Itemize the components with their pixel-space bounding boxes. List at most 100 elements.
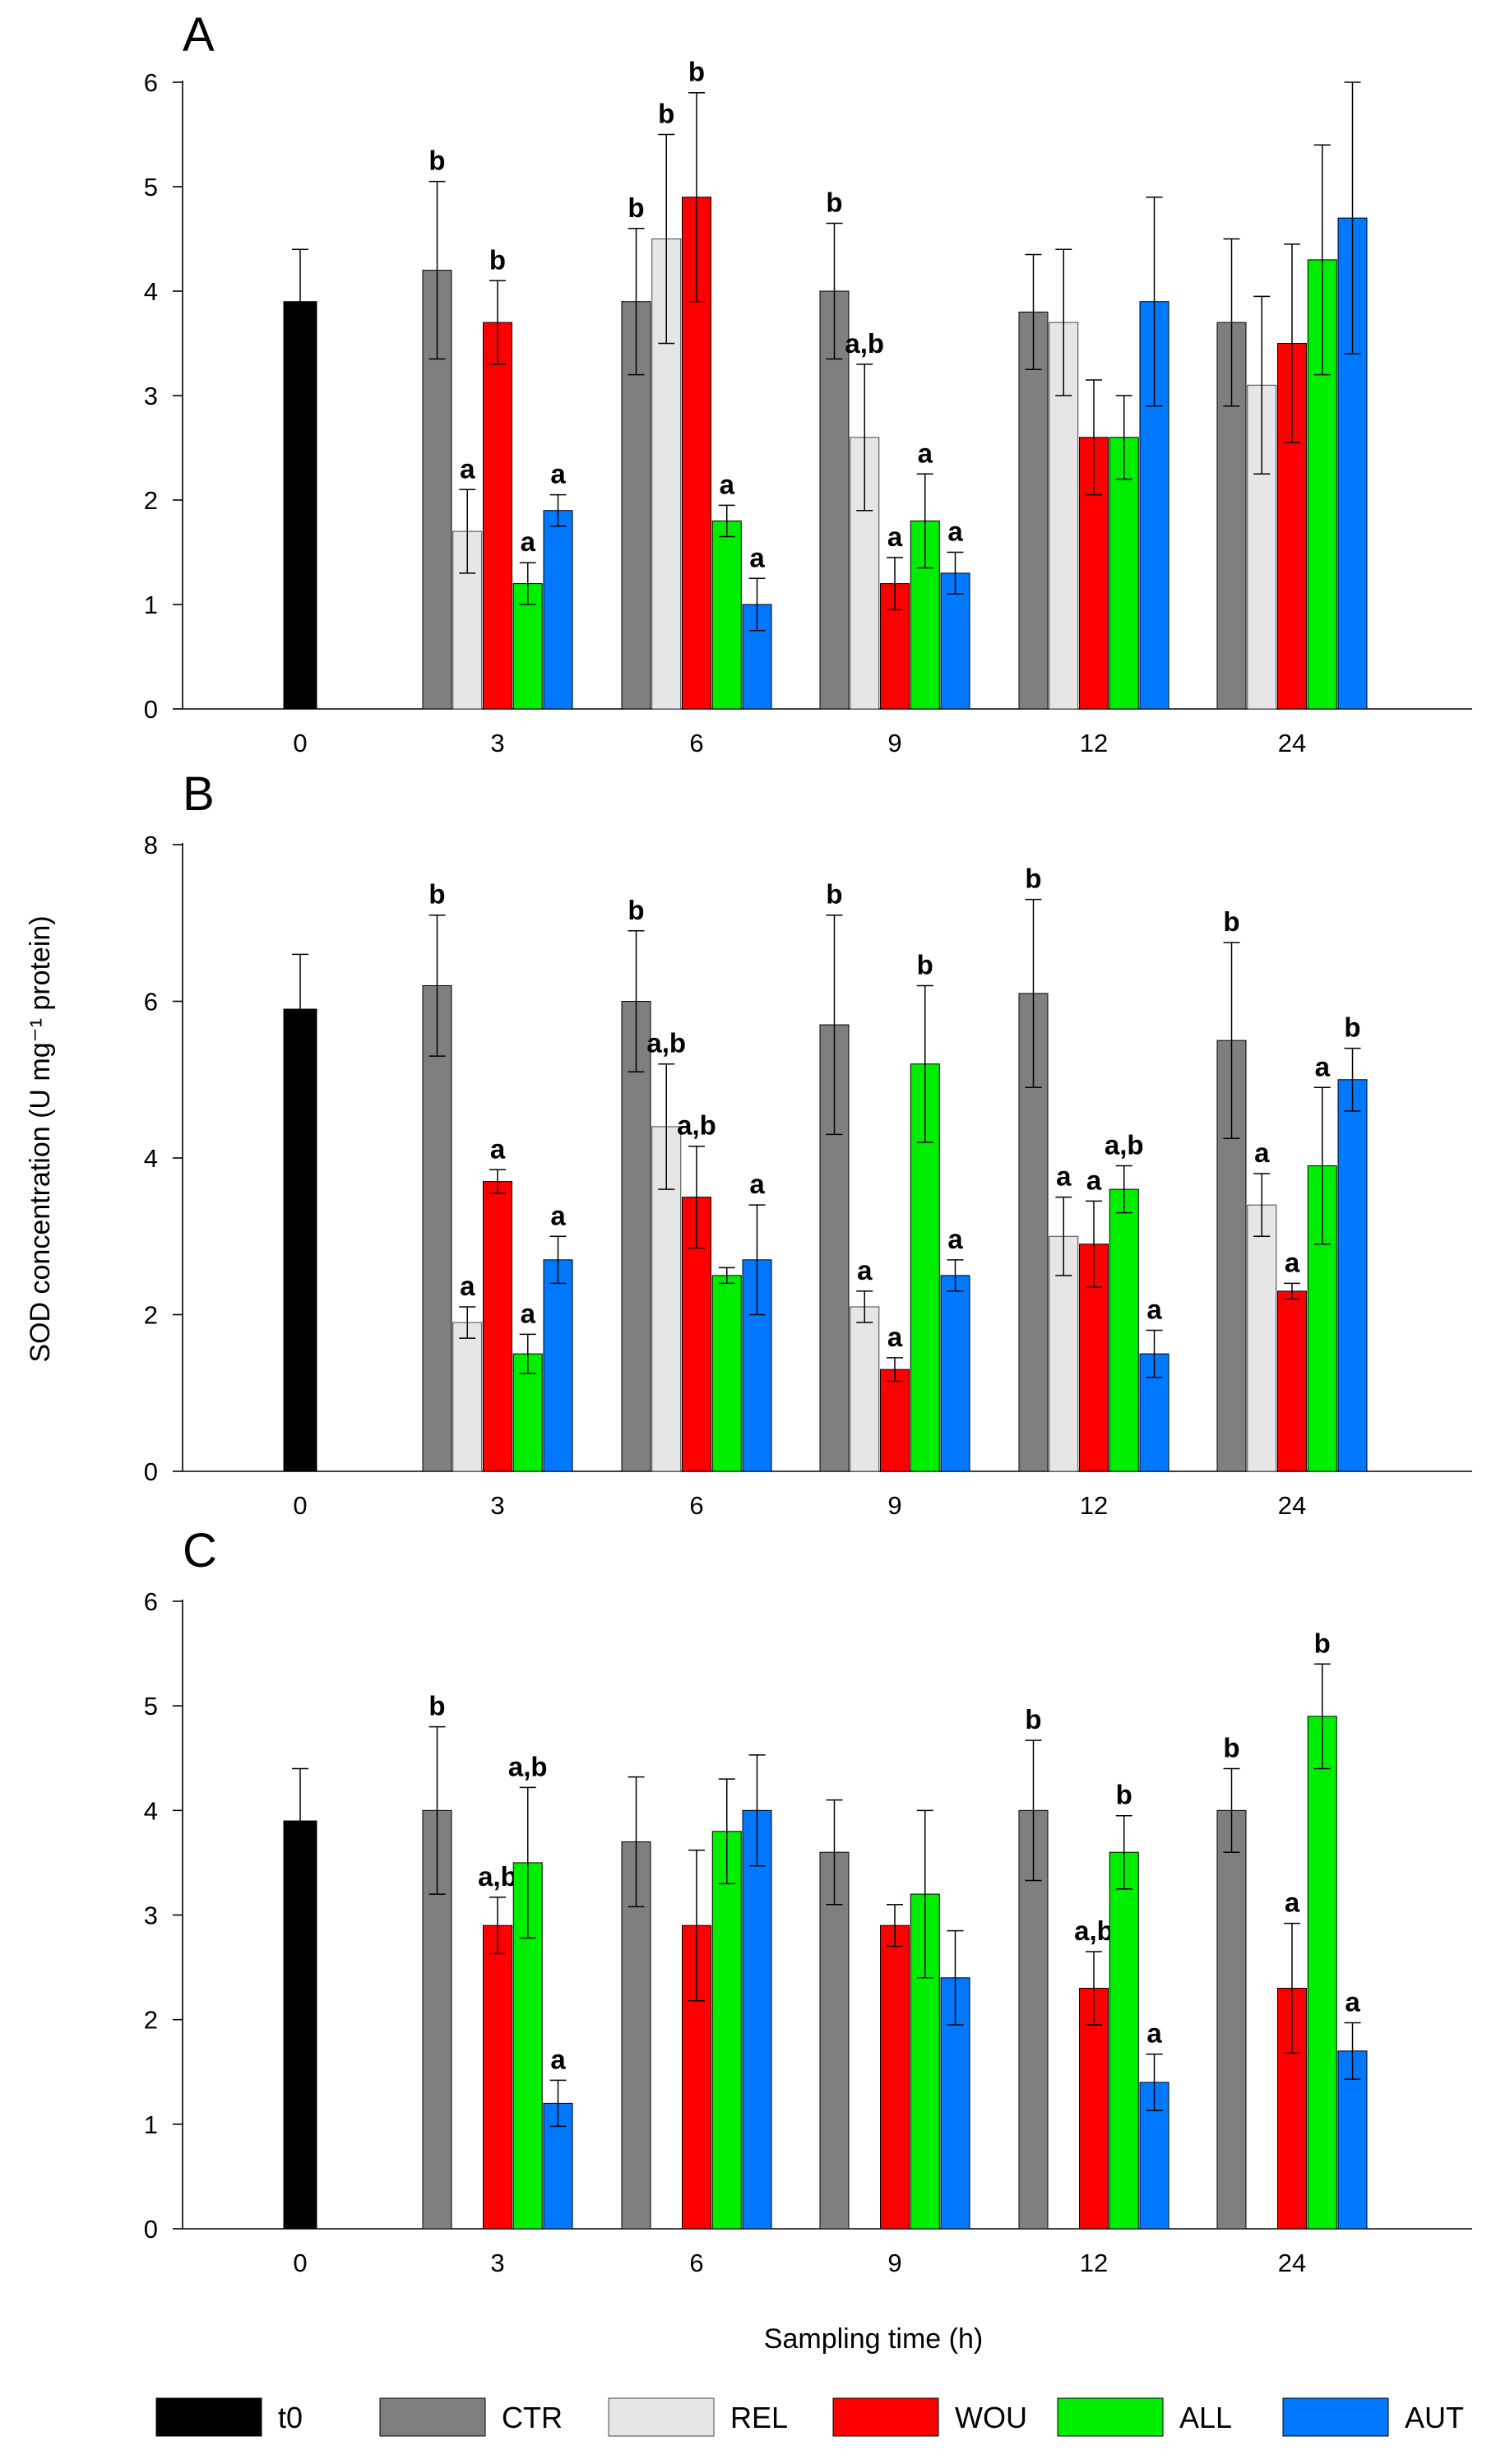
significance-label: b	[1223, 1732, 1239, 1762]
y-tick-label: 8	[144, 831, 158, 859]
error-bar	[1086, 379, 1102, 496]
error-bar	[887, 557, 903, 611]
bar-rel	[850, 1306, 880, 1472]
significance-label: b	[826, 187, 842, 217]
bar-t0	[283, 301, 317, 710]
error-bar	[688, 1145, 705, 1249]
error-bar	[1223, 1767, 1240, 1853]
y-tick-label: 2	[144, 486, 158, 515]
significance-label: b	[428, 879, 445, 910]
bar-wou	[1079, 1988, 1109, 2230]
legend-swatch	[1057, 2397, 1164, 2437]
error-bar	[1313, 144, 1331, 376]
significance-label: b	[917, 949, 933, 980]
error-bar	[519, 1333, 536, 1374]
error-bar	[887, 1904, 903, 1948]
significance-label: b	[428, 1691, 445, 1721]
error-bar	[1115, 395, 1132, 480]
legend-item-t0: t0	[155, 2397, 303, 2437]
error-bar	[887, 1357, 903, 1383]
x-tick-label: 12	[1080, 729, 1108, 757]
x-tick-label: 0	[293, 729, 307, 757]
significance-label: a	[1086, 1165, 1102, 1195]
significance-label: a	[720, 469, 735, 499]
significance-label: a,b	[646, 1028, 686, 1058]
y-tick-label: 0	[144, 2215, 158, 2244]
significance-label: b	[658, 99, 674, 129]
bar-aut	[543, 510, 573, 710]
error-bar	[1146, 2053, 1163, 2112]
significance-label: b	[1344, 1012, 1360, 1043]
x-tick-label: 0	[293, 1491, 307, 1520]
bar-ctr	[819, 1851, 850, 2230]
y-tick-label: 4	[144, 1144, 158, 1173]
error-bar	[1313, 1086, 1331, 1245]
significance-label: a	[521, 1298, 536, 1328]
error-bar	[718, 1778, 735, 1885]
x-tick-label: 9	[887, 729, 901, 757]
bar-wou	[1277, 1290, 1307, 1472]
bar-all	[1109, 1851, 1139, 2230]
bar-rel	[1247, 1204, 1277, 1472]
bar-wou	[1079, 1244, 1109, 1472]
significance-label: a,b	[1105, 1130, 1144, 1160]
error-bar	[658, 133, 675, 345]
x-tick-label: 24	[1278, 729, 1306, 757]
bar-all	[711, 520, 742, 710]
error-bar	[1086, 1200, 1102, 1288]
significance-label: a	[550, 2044, 566, 2074]
y-tick-label: 4	[144, 1796, 158, 1825]
y-tick-label: 0	[144, 1457, 158, 1486]
error-bar	[947, 551, 964, 595]
error-bar	[826, 1799, 843, 1906]
error-bar	[1344, 1047, 1361, 1112]
error-bar	[292, 953, 308, 1065]
bar-aut	[1337, 1079, 1368, 1472]
error-bar	[628, 930, 645, 1072]
significance-label: a	[1345, 1986, 1360, 2017]
error-bar	[428, 180, 446, 360]
significance-label: a	[887, 1322, 903, 1352]
significance-label: b	[428, 146, 445, 176]
y-tick-label: 2	[144, 2006, 158, 2035]
error-bar	[549, 1235, 567, 1285]
significance-label: a	[550, 1200, 566, 1230]
error-bar	[856, 364, 873, 512]
y-tick-label: 4	[144, 277, 158, 306]
significance-label: a	[490, 1133, 506, 1164]
x-tick-label: 6	[689, 2249, 703, 2277]
error-bar	[1344, 2022, 1361, 2080]
bar-aut	[1337, 217, 1368, 710]
error-bar	[688, 91, 705, 303]
y-tick-label: 5	[144, 1692, 158, 1721]
error-bar	[489, 280, 506, 365]
error-bar	[1284, 1282, 1300, 1300]
significance-label: b	[489, 244, 506, 275]
significance-label: a	[857, 1255, 873, 1285]
x-tick-label: 3	[490, 729, 504, 757]
error-bar	[826, 914, 843, 1136]
significance-label: a	[1056, 1161, 1072, 1192]
bar-ctr	[1018, 311, 1049, 710]
error-bar	[1115, 1165, 1132, 1214]
significance-label: a	[460, 453, 475, 484]
error-bar	[1146, 1329, 1163, 1378]
x-tick-label: 6	[689, 1491, 703, 1520]
significance-label: a	[947, 516, 963, 547]
error-bar	[1223, 942, 1240, 1139]
error-bar	[1115, 1814, 1132, 1890]
significance-label: b	[1116, 1780, 1132, 1810]
significance-label: a,b	[508, 1751, 548, 1781]
legend-swatch	[1282, 2397, 1389, 2437]
significance-label: b	[1223, 906, 1239, 937]
error-bar	[459, 489, 476, 574]
y-axis-title: SOD concentration (U mg⁻¹ protein)	[25, 915, 56, 1362]
x-tick-label: 12	[1080, 1491, 1108, 1520]
bar-aut	[543, 1259, 573, 1472]
error-bar	[748, 1204, 766, 1316]
x-tick-label: 3	[490, 2249, 504, 2277]
legend-label: AUT	[1405, 2401, 1464, 2434]
